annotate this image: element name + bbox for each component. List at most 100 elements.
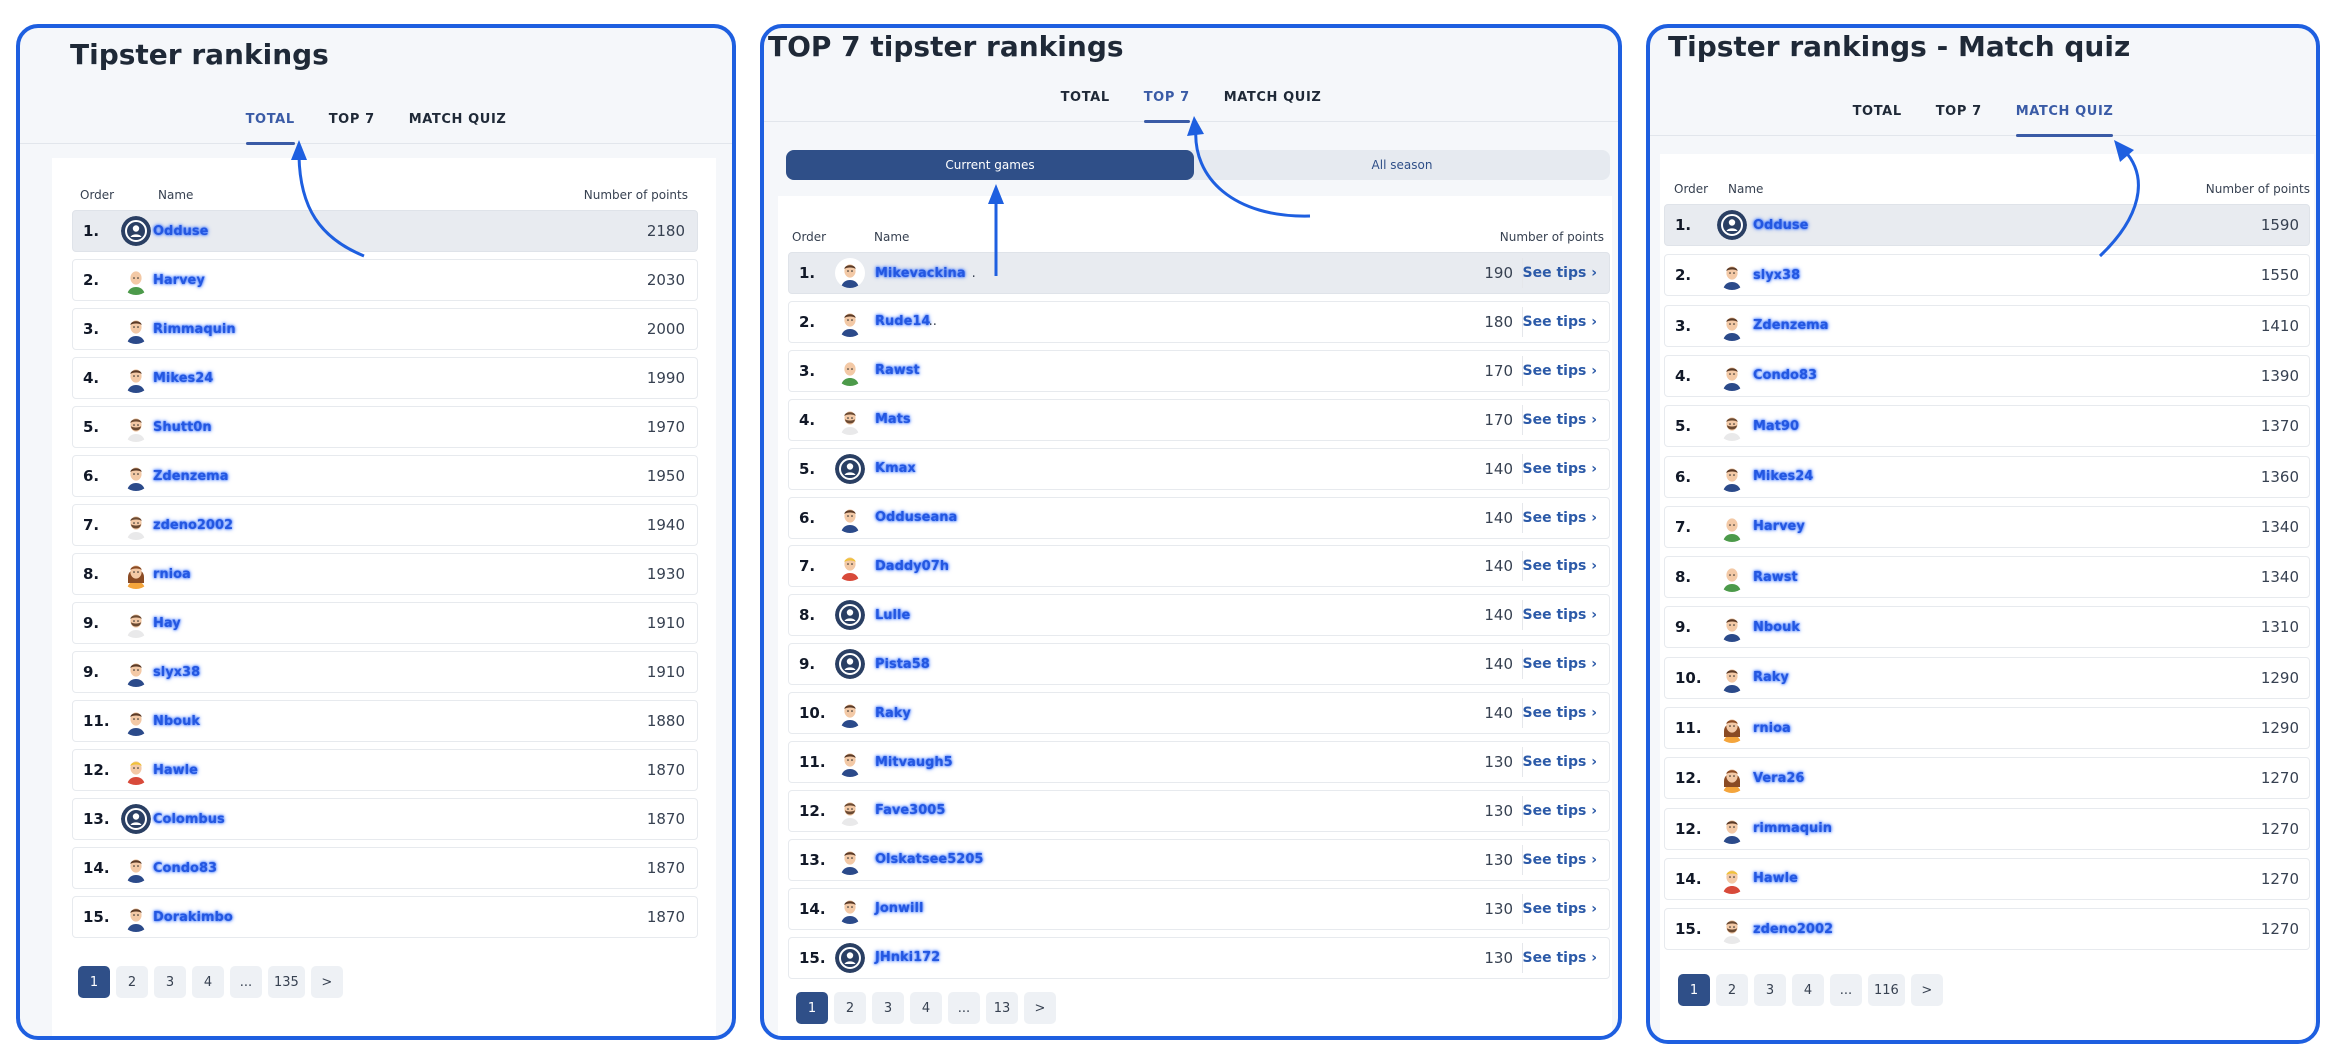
- table-row[interactable]: 12. Vera26 1270: [1664, 757, 2310, 800]
- tipster-name[interactable]: zdeno2002: [153, 517, 234, 533]
- segment-all-season[interactable]: All season: [1371, 158, 1433, 172]
- table-row[interactable]: 7. Daddy07h 140 See tips ›: [788, 545, 1610, 588]
- tab-match-quiz[interactable]: MATCH QUIZ: [1223, 90, 1322, 105]
- tab-total[interactable]: TOTAL: [1060, 90, 1110, 105]
- table-row[interactable]: 6. Zdenzema 1950: [72, 455, 698, 497]
- see-tips-link[interactable]: See tips ›: [1523, 852, 1597, 868]
- table-row[interactable]: 7. zdeno2002 1940: [72, 504, 698, 546]
- table-row[interactable]: 5. Shutt0n 1970: [72, 406, 698, 448]
- tipster-name[interactable]: Rimmaquin: [153, 321, 236, 337]
- tipster-name[interactable]: Harvey: [153, 272, 205, 288]
- tipster-name[interactable]: Mat90: [1753, 418, 1800, 434]
- table-row[interactable]: 13. Colombus 1870: [72, 798, 698, 840]
- table-row[interactable]: 1. Odduse 1590: [1664, 204, 2310, 246]
- tipster-name[interactable]: Pista58: [875, 656, 930, 672]
- tipster-name[interactable]: Mats: [875, 412, 911, 428]
- table-row[interactable]: 3. Zdenzema 1410: [1664, 304, 2310, 347]
- see-tips-link[interactable]: See tips ›: [1523, 950, 1597, 966]
- page-button[interactable]: 4: [910, 992, 942, 1024]
- page-button[interactable]: 3: [154, 966, 186, 998]
- see-tips-link[interactable]: See tips ›: [1523, 265, 1597, 281]
- page-button[interactable]: 2: [116, 966, 148, 998]
- tipster-name[interactable]: Condo83: [153, 860, 218, 876]
- see-tips-link[interactable]: See tips ›: [1523, 558, 1597, 574]
- tab-top7[interactable]: TOP 7: [328, 112, 375, 127]
- tipster-name[interactable]: Rawst: [1753, 569, 1798, 585]
- tipster-name[interactable]: Dorakimbo: [153, 909, 233, 925]
- tipster-name[interactable]: Lulle: [875, 607, 911, 623]
- table-row[interactable]: 11. Mitvaugh5 130 See tips ›: [788, 741, 1610, 783]
- table-row[interactable]: 2. Harvey 2030: [72, 259, 698, 301]
- tipster-name[interactable]: Rawst: [875, 363, 920, 379]
- tipster-name[interactable]: Odduseana: [875, 510, 958, 525]
- tipster-name[interactable]: Mitvaugh5: [875, 754, 953, 770]
- tipster-name[interactable]: Vera26: [1753, 770, 1805, 786]
- tipster-name[interactable]: Fave3005: [875, 803, 946, 819]
- tipster-name[interactable]: Zdenzema: [1753, 318, 1829, 334]
- table-row[interactable]: 6. Odduseana 140 See tips ›: [788, 496, 1610, 539]
- see-tips-link[interactable]: See tips ›: [1523, 363, 1597, 379]
- table-row[interactable]: 15. zdeno2002 1270: [1664, 908, 2310, 951]
- table-row[interactable]: 14. Condo83 1870: [72, 847, 698, 889]
- table-row[interactable]: 5. Mat90 1370: [1664, 405, 2310, 448]
- tipster-name[interactable]: slyx38: [1753, 267, 1801, 283]
- next-page-button[interactable]: >: [1910, 974, 1943, 1006]
- table-row[interactable]: 12. Hawle 1870: [72, 749, 698, 791]
- table-row[interactable]: 13. Olskatsee5205 130 See tips ›: [788, 838, 1610, 881]
- table-row[interactable]: 8. rnioa 1930: [72, 553, 698, 595]
- segment-current-games[interactable]: Current games: [786, 150, 1194, 180]
- tipster-name[interactable]: Hay: [153, 615, 181, 631]
- tipster-name[interactable]: Odduse: [1753, 217, 1809, 233]
- see-tips-link[interactable]: See tips ›: [1523, 461, 1597, 477]
- table-row[interactable]: 11. Nbouk 1880: [72, 700, 698, 742]
- table-row[interactable]: 12. rimmaquin 1270: [1664, 807, 2310, 850]
- tipster-name[interactable]: Olskatsee5205: [875, 852, 984, 868]
- table-row[interactable]: 12. Fave3005 130 See tips ›: [788, 789, 1610, 832]
- tab-match-quiz[interactable]: MATCH QUIZ: [408, 112, 507, 127]
- table-row[interactable]: 4. Mikes24 1990: [72, 357, 698, 399]
- tipster-name[interactable]: Nbouk: [153, 713, 201, 729]
- table-row[interactable]: 7. Harvey 1340: [1664, 505, 2310, 548]
- table-row[interactable]: 5. Kmax 140 See tips ›: [788, 447, 1610, 490]
- next-page-button[interactable]: >: [310, 966, 343, 998]
- tipster-name[interactable]: Odduse: [153, 223, 209, 239]
- see-tips-link[interactable]: See tips ›: [1523, 607, 1597, 623]
- page-button[interactable]: 1: [78, 966, 110, 998]
- see-tips-link[interactable]: See tips ›: [1523, 901, 1597, 917]
- table-row[interactable]: 1. Mikevackina. 190 See tips ›: [788, 252, 1610, 294]
- page-button[interactable]: 4: [1792, 974, 1824, 1006]
- tipster-name[interactable]: Condo83: [1753, 368, 1818, 384]
- tipster-name[interactable]: Zdenzema: [153, 468, 229, 484]
- page-button[interactable]: 2: [834, 992, 866, 1024]
- table-row[interactable]: 10. Raky 140 See tips ›: [788, 692, 1610, 735]
- tipster-name[interactable]: rnioa: [153, 566, 191, 582]
- page-button[interactable]: 2: [1716, 974, 1748, 1006]
- table-row[interactable]: 4. Condo83 1390: [1664, 354, 2310, 397]
- table-row[interactable]: 8. Rawst 1340: [1664, 556, 2310, 599]
- see-tips-link[interactable]: See tips ›: [1523, 412, 1597, 428]
- table-row[interactable]: 9. Nbouk 1310: [1664, 606, 2310, 649]
- table-row[interactable]: 14. Jonwill 130 See tips ›: [788, 887, 1610, 930]
- see-tips-link[interactable]: See tips ›: [1523, 314, 1597, 330]
- tipster-name[interactable]: Mikevackina: [875, 265, 966, 281]
- see-tips-link[interactable]: See tips ›: [1523, 510, 1597, 526]
- tipster-name[interactable]: Rude14: [875, 314, 931, 330]
- tipster-name[interactable]: Hawle: [1753, 871, 1798, 887]
- tipster-name[interactable]: rnioa: [1753, 720, 1791, 736]
- page-button[interactable]: 4: [192, 966, 224, 998]
- tab-total[interactable]: TOTAL: [245, 112, 295, 145]
- table-row[interactable]: 10. Raky 1290: [1664, 656, 2310, 699]
- table-row[interactable]: 8. Lulle 140 See tips ›: [788, 594, 1610, 637]
- table-row[interactable]: 9. slyx38 1910: [72, 651, 698, 693]
- page-button[interactable]: 3: [1754, 974, 1786, 1006]
- table-row[interactable]: 14. Hawle 1270: [1664, 857, 2310, 900]
- tipster-name[interactable]: slyx38: [153, 664, 201, 680]
- tipster-name[interactable]: Nbouk: [1753, 619, 1801, 635]
- table-row[interactable]: 15. JHnki172 130 See tips ›: [788, 936, 1610, 979]
- table-row[interactable]: 4. Mats 170 See tips ›: [788, 398, 1610, 441]
- tipster-name[interactable]: Colombus: [153, 811, 225, 827]
- tab-top7[interactable]: TOP 7: [1143, 90, 1190, 123]
- tab-total[interactable]: TOTAL: [1852, 104, 1902, 119]
- see-tips-link[interactable]: See tips ›: [1523, 754, 1597, 770]
- table-row[interactable]: 9. Hay 1910: [72, 602, 698, 644]
